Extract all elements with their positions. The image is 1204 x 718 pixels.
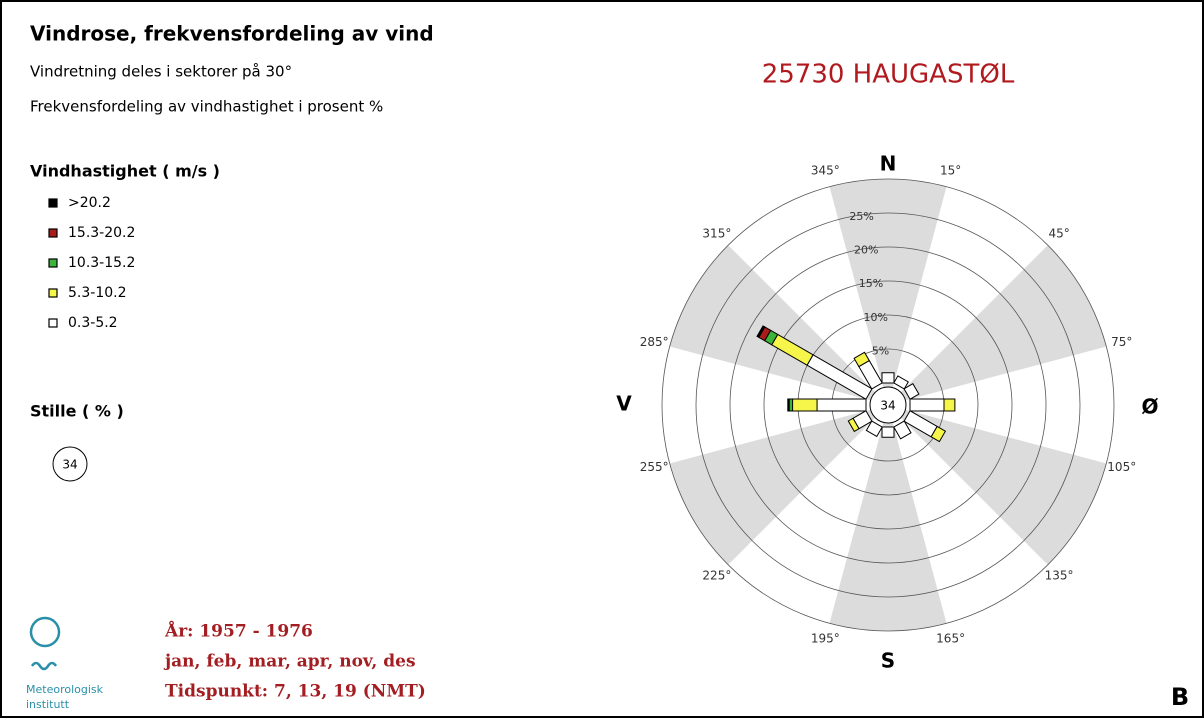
- angle-tick-label: 255°: [640, 460, 669, 474]
- bar-segment: [816, 398, 867, 412]
- logo-wave: [30, 661, 58, 671]
- footer-text: jan, feb, mar, apr, nov, des: [163, 652, 416, 672]
- compass-label: Ø: [1141, 395, 1158, 419]
- angle-tick-label: 105°: [1107, 460, 1136, 474]
- legend-label: >20.2: [68, 195, 111, 211]
- sector-shade: [888, 245, 1107, 405]
- legend-swatch: [48, 198, 58, 208]
- sector-shade: [669, 245, 888, 405]
- logo-text: Meteorologisk: [26, 683, 104, 696]
- logo-text: institutt: [26, 698, 70, 711]
- compass-label: V: [616, 392, 632, 416]
- calm-legend-value: 34: [62, 458, 77, 472]
- sector-shade: [669, 405, 888, 565]
- station-title: 25730 HAUGASTØL: [762, 60, 1015, 90]
- sector-shade: [829, 178, 947, 405]
- calm-label: Stille ( % ): [30, 402, 124, 421]
- compass-label: N: [880, 152, 897, 176]
- bar-segment: [943, 398, 956, 412]
- angle-tick-label: 225°: [702, 569, 731, 583]
- angle-tick-label: 75°: [1111, 335, 1132, 349]
- legend-label: 15.3-20.2: [68, 225, 135, 241]
- legend-swatch: [48, 258, 58, 268]
- footer-text: År: 1957 - 1976: [164, 620, 313, 642]
- grid-ring: [763, 280, 1013, 530]
- legend-swatch: [48, 288, 58, 298]
- bar-segment: [787, 398, 790, 412]
- sector-shade: [888, 405, 1107, 565]
- calm-circle: [869, 386, 907, 424]
- r-tick-label: 25%: [849, 210, 873, 223]
- bar-segment: [756, 325, 766, 338]
- angle-tick-label: 165°: [936, 631, 965, 645]
- angle-tick-label: 135°: [1045, 569, 1074, 583]
- subtitle: Vindretning deles i sektorer på 30°: [30, 63, 292, 81]
- legend-label: 10.3-15.2: [68, 255, 135, 271]
- r-tick-label: 10%: [864, 311, 888, 324]
- legend-title: Vindhastighet ( m/s ): [30, 162, 220, 181]
- sector-shade: [829, 405, 947, 632]
- legend-label: 5.3-10.2: [68, 285, 127, 301]
- footer-text: Tidspunkt: 7, 13, 19 (NMT): [165, 682, 426, 702]
- grid-ring: [695, 212, 1081, 598]
- angle-tick-label: 45°: [1048, 226, 1069, 240]
- bar-segment: [881, 426, 895, 438]
- calm-value: 34: [880, 399, 895, 413]
- bar-segment: [881, 372, 895, 384]
- calm-legend-circle: [52, 446, 88, 482]
- subtitle: Frekvensfordeling av vindhastighet i pro…: [30, 98, 383, 116]
- chart-title: Vindrose, frekvensfordeling av vind: [30, 22, 434, 46]
- angle-tick-label: 315°: [702, 226, 731, 240]
- r-tick-label: 20%: [854, 244, 878, 257]
- angle-tick-label: 195°: [811, 631, 840, 645]
- r-tick-label: 15%: [859, 277, 883, 290]
- legend-swatch: [48, 318, 58, 328]
- bar-segment: [788, 398, 794, 412]
- angle-tick-label: 345°: [811, 164, 840, 178]
- legend-swatch: [48, 228, 58, 238]
- bar-segment: [909, 398, 945, 412]
- angle-tick-label: 285°: [640, 335, 669, 349]
- panel-label: B: [1171, 683, 1189, 711]
- compass-label: S: [881, 649, 895, 673]
- outer-ring: [661, 178, 1115, 632]
- r-tick-label: 5%: [872, 345, 889, 358]
- bar-segment: [792, 398, 818, 412]
- logo-circle: [29, 616, 61, 648]
- grid-ring: [729, 246, 1047, 564]
- legend-label: 0.3-5.2: [68, 315, 118, 331]
- angle-tick-label: 15°: [940, 164, 961, 178]
